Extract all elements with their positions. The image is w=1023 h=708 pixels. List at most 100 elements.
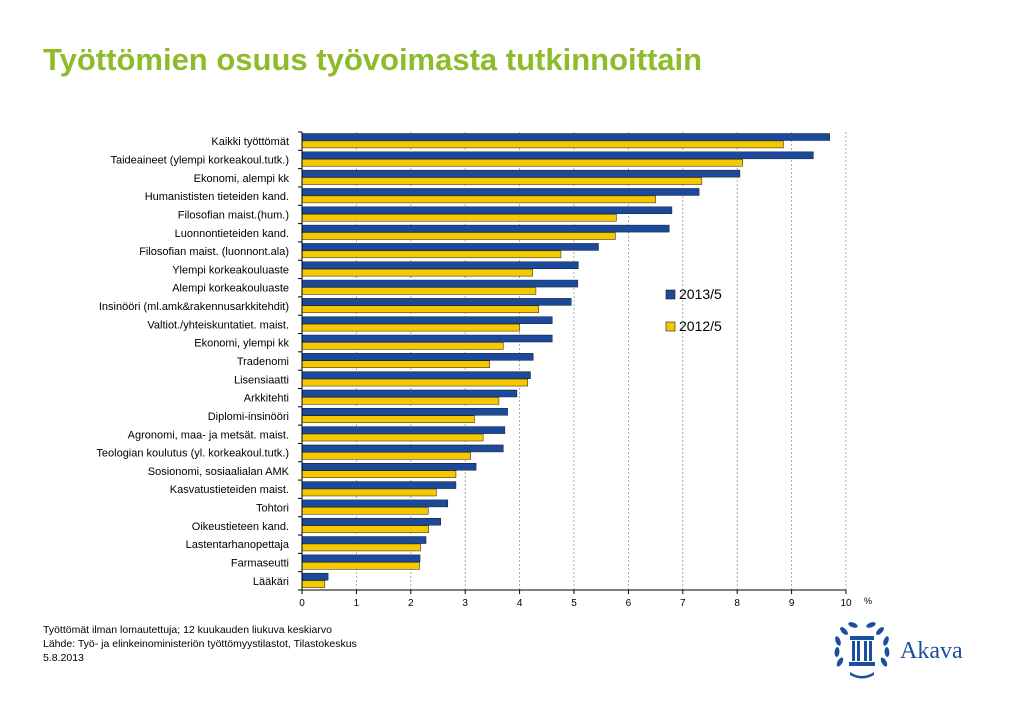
category-label: Kasvatustieteiden maist. (170, 484, 289, 496)
category-label: Lisensiaatti (234, 374, 289, 386)
bar-2013-5 (301, 481, 457, 489)
legend-entry: 2012/5 (679, 318, 722, 334)
legend-swatch (665, 289, 676, 300)
bar-2012-5 (301, 397, 500, 405)
category-label: Ylempi korkeakouluaste (172, 264, 289, 276)
category-label: Agronomi, maa- ja metsät. maist. (128, 429, 289, 441)
legend-entry: 2013/5 (679, 286, 722, 302)
category-label: Lääkäri (253, 576, 289, 588)
category-label: Diplomi-insinööri (208, 411, 289, 423)
bar-chart: Kaikki työttömät Taideaineet (ylempi kork… (96, 131, 872, 609)
category-label: Ekonomi, ylempi kk (194, 338, 289, 350)
bar-2013-5 (301, 353, 534, 361)
bar-2013-5 (301, 444, 504, 453)
category-label: Luonnontieteiden kand. (175, 228, 289, 240)
bar-2013-5 (301, 243, 599, 251)
bar-2012-5 (301, 287, 537, 295)
akava-logo: Akava (830, 618, 990, 680)
bar-2012-5 (301, 323, 520, 332)
bar-2013-5 (301, 371, 531, 379)
bar-2013-5 (301, 133, 830, 141)
bar-2012-5 (301, 213, 617, 222)
category-label: Lastentarhanopettaja (186, 539, 290, 551)
x-tick-label: 5 (571, 598, 577, 609)
category-label: Insinööri (ml.amk&rakennusarkkitehdit) (99, 301, 289, 313)
bar-2013-5 (301, 151, 814, 160)
bar-2013-5 (301, 206, 673, 215)
bar-2012-5 (301, 580, 326, 588)
bar-2013-5 (301, 536, 427, 544)
category-label: Humanististen tieteiden kand. (145, 191, 289, 203)
bar-2012-5 (301, 232, 616, 240)
category-label: Filosofian maist.(hum.) (178, 209, 289, 221)
bar-2012-5 (301, 543, 421, 552)
bar-2012-5 (301, 195, 656, 204)
category-label: Filosofian maist. (luonnont.ala) (139, 246, 289, 258)
bar-2012-5 (301, 415, 475, 423)
logo-wordmark: Akava (900, 638, 963, 664)
bar-2012-5 (301, 525, 430, 533)
category-label: Oikeustieteen kand. (192, 521, 289, 533)
category-label: Sosionomi, sosiaalialan AMK (148, 466, 290, 478)
x-tick-label: 0 (299, 598, 305, 609)
x-tick-label: 6 (626, 598, 632, 609)
bar-2012-5 (301, 488, 437, 497)
bar-2013-5 (301, 463, 477, 471)
x-tick-label: 10 (840, 598, 852, 609)
bar-2012-5 (301, 452, 471, 460)
x-tick-label: 9 (789, 598, 795, 609)
bar-2013-5 (301, 169, 741, 178)
category-label: Kaikki työttömät (211, 136, 289, 148)
x-tick-label: 2 (408, 598, 414, 609)
bar-2013-5 (301, 261, 579, 269)
bar-2012-5 (301, 378, 529, 387)
bar-2013-5 (301, 279, 579, 288)
bar-2013-5 (301, 572, 329, 581)
bar-2012-5 (301, 562, 420, 570)
bar-2013-5 (301, 499, 449, 508)
bar-2013-5 (301, 298, 572, 306)
bar-2013-5 (301, 188, 700, 196)
x-tick-label: 7 (680, 598, 686, 609)
x-tick-label: 3 (462, 598, 468, 609)
bar-2012-5 (301, 433, 484, 442)
bar-2013-5 (301, 334, 553, 343)
category-label: Taideaineet (ylempi korkeakoul.tutk.) (110, 154, 289, 166)
bar-2012-5 (301, 250, 562, 259)
bar-2013-5 (301, 316, 553, 324)
category-label: Arkkitehti (244, 393, 289, 405)
footnote-source: Lähde: Työ- ja elinkeinoministeriön työt… (43, 638, 357, 650)
bar-2012-5 (301, 268, 533, 277)
laurel-wreath-pillar-icon (834, 622, 890, 679)
category-label: Tradenomi (237, 356, 289, 368)
category-label: Alempi korkeakouluaste (172, 283, 289, 295)
bar-2012-5 (301, 470, 457, 478)
legend-swatch (665, 321, 676, 332)
category-label: Farmaseutti (231, 558, 289, 570)
x-axis-unit: % (864, 596, 872, 606)
bar-2012-5 (301, 305, 539, 314)
footnote-description: Työttömät ilman lomautettuja; 12 kuukaud… (43, 624, 332, 636)
bar-2012-5 (301, 158, 743, 167)
footnote-date: 5.8.2013 (43, 652, 84, 664)
bar-2013-5 (301, 426, 506, 434)
bar-2013-5 (301, 389, 518, 398)
x-tick-label: 1 (354, 598, 360, 609)
x-tick-label: 8 (734, 598, 740, 609)
category-label: Valtiot./yhteiskuntatiet. maist. (147, 319, 289, 331)
bar-2012-5 (301, 360, 490, 368)
bar-2013-5 (301, 554, 421, 563)
bar-2012-5 (301, 177, 703, 185)
category-label: Ekonomi, alempi kk (194, 173, 290, 185)
page-title: Työttömien osuus työvoimasta tutkinnoitt… (43, 42, 703, 77)
bar-2012-5 (301, 342, 504, 350)
bar-2013-5 (301, 408, 508, 416)
x-tick-label: 4 (517, 598, 523, 609)
bar-2012-5 (301, 507, 429, 515)
category-label: Tohtori (256, 503, 289, 515)
bar-2013-5 (301, 517, 441, 526)
bar-2013-5 (301, 224, 670, 233)
bar-2012-5 (301, 140, 784, 149)
footnotes: Työttömät ilman lomautettuja; 12 kuukaud… (43, 623, 357, 665)
category-label: Teologian koulutus (yl. korkeakoul.tutk.… (96, 448, 289, 460)
